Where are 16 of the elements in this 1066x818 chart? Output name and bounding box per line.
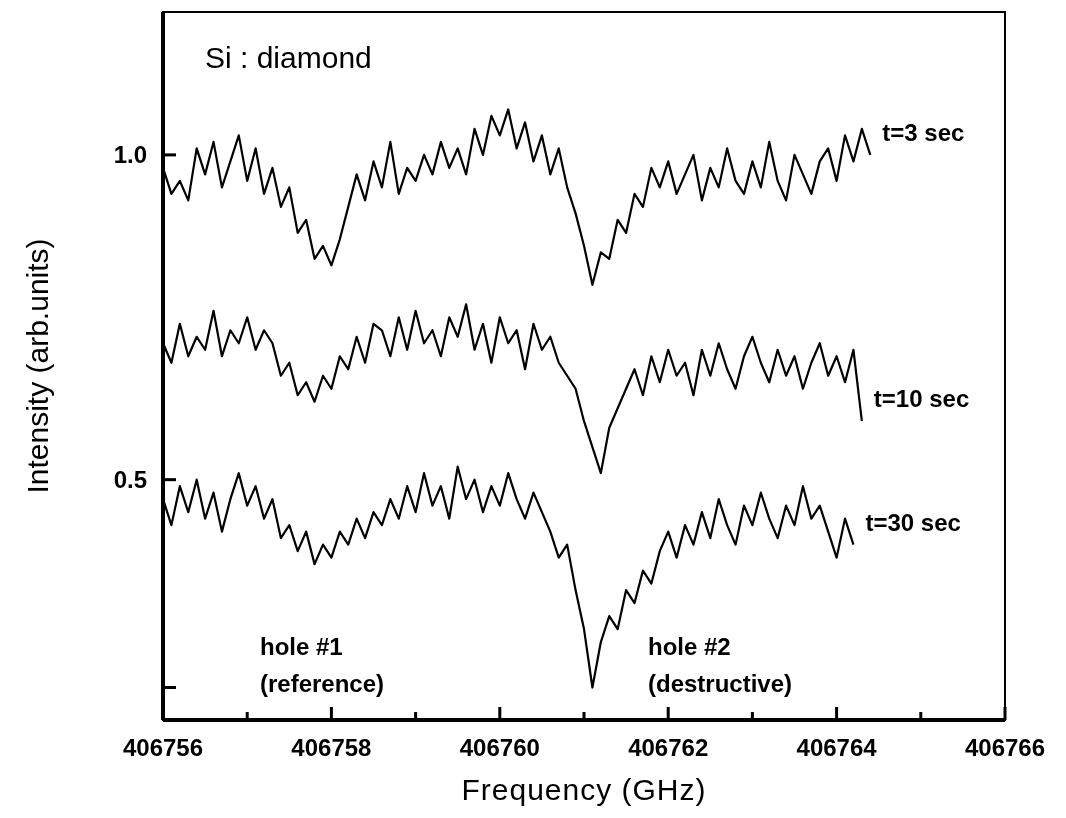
y-tick-label: 0.5 [113,466,147,494]
x-tick-label: 406766 [964,734,1046,761]
annotation: Si : diamond [205,41,372,74]
x-tick-label: 406764 [796,734,878,761]
x-tick-label: 406758 [291,734,372,761]
series-label: t=3 sec [882,118,965,146]
x-tick-label: 406760 [459,734,540,761]
x-tick-label: 406762 [628,734,709,761]
y-axis-title: Intensity (arb.units) [21,238,54,494]
x-axis-title: Frequency (GHz) [461,773,707,806]
annotation: hole #2 (destructive) [648,633,793,698]
y-tick-label: 1.0 [113,141,147,169]
series-label: t=30 sec [865,508,961,536]
x-tick-label: 406756 [122,734,204,761]
series-label: t=10 sec [873,385,970,413]
annotation: hole #1 (reference) [260,633,385,698]
